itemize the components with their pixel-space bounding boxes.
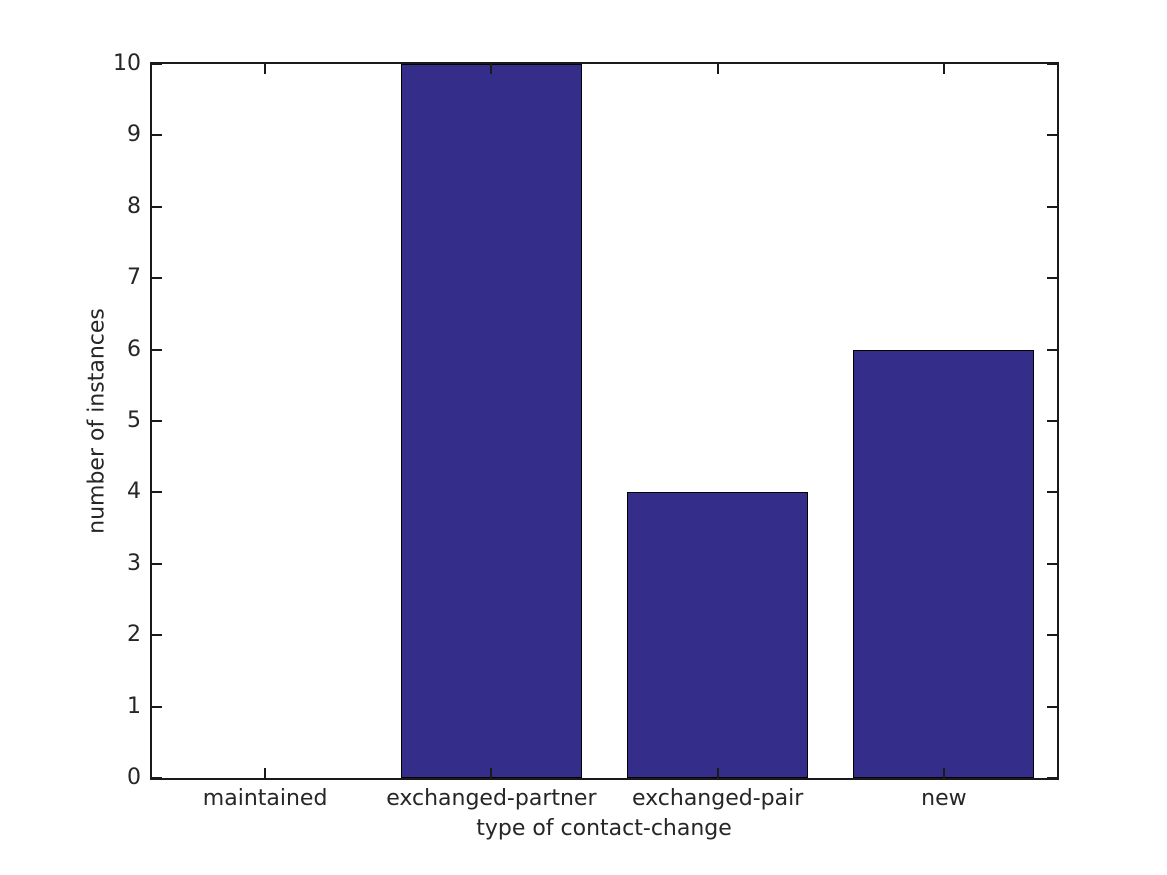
x-tick-top xyxy=(942,64,945,74)
x-axis-label: type of contact-change xyxy=(476,816,732,841)
y-tick-label: 2 xyxy=(127,622,141,648)
plot-inner xyxy=(152,63,1057,779)
y-tick-label: 4 xyxy=(127,479,141,505)
y-tick-right xyxy=(1047,705,1057,708)
y-tick-label: 3 xyxy=(127,550,141,576)
x-tick-bottom xyxy=(716,768,719,778)
y-tick-right xyxy=(1047,348,1057,351)
y-tick-left xyxy=(152,277,162,280)
y-tick-left xyxy=(152,777,162,779)
x-tick-bottom xyxy=(264,768,267,778)
y-tick-left xyxy=(152,420,162,422)
y-tick-left xyxy=(152,634,162,637)
y-tick-right xyxy=(1047,420,1057,422)
y-tick-left xyxy=(152,205,162,208)
bar-new xyxy=(853,349,1035,778)
y-tick-left xyxy=(152,134,162,137)
y-tick-right xyxy=(1047,205,1057,208)
y-tick-right xyxy=(1047,277,1057,280)
y-tick-label: 9 xyxy=(127,122,141,148)
y-tick-label: 0 xyxy=(127,765,141,790)
y-tick-left xyxy=(152,491,162,494)
y-tick-right xyxy=(1047,63,1057,65)
x-tick-bottom xyxy=(490,768,493,778)
y-tick-right xyxy=(1047,634,1057,637)
x-tick-label-exchanged-partner: exchanged-partner xyxy=(386,786,597,811)
y-tick-right xyxy=(1047,491,1057,494)
bar-exchanged-partner xyxy=(400,64,582,778)
x-tick-label-maintained: maintained xyxy=(202,786,328,811)
y-tick-left xyxy=(152,562,162,565)
x-tick-top xyxy=(490,64,493,74)
y-tick-label: 1 xyxy=(127,693,141,719)
x-tick-label-exchanged-pair: exchanged-pair xyxy=(631,786,804,811)
y-tick-label: 8 xyxy=(127,193,141,219)
y-tick-right xyxy=(1047,134,1057,137)
y-tick-left xyxy=(152,348,162,351)
x-tick-top xyxy=(716,64,719,74)
plot-area xyxy=(150,62,1059,780)
bar-exchanged-pair xyxy=(627,492,809,778)
y-tick-right xyxy=(1047,562,1057,565)
y-tick-right xyxy=(1047,777,1057,779)
y-tick-label: 5 xyxy=(127,408,141,433)
y-tick-label: 6 xyxy=(127,336,141,362)
x-tick-label-new: new xyxy=(921,786,967,811)
y-tick-label: 7 xyxy=(127,265,141,291)
x-tick-bottom xyxy=(942,768,945,778)
y-tick-left xyxy=(152,705,162,708)
y-tick-label: 10 xyxy=(113,51,141,76)
y-tick-left xyxy=(152,63,162,65)
x-tick-top xyxy=(264,64,267,74)
